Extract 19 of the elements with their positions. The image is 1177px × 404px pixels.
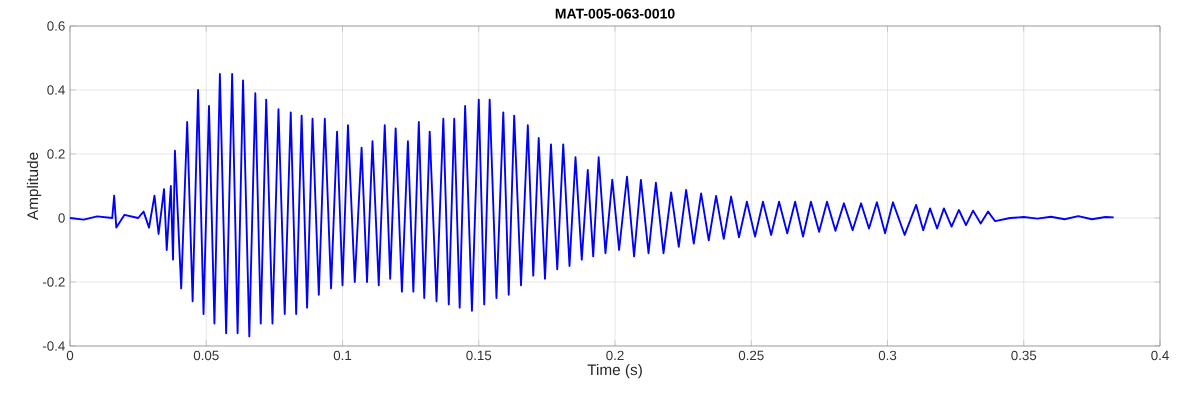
y-tick-label: 0 (58, 213, 65, 223)
y-tick-label: -0.4 (42, 341, 65, 351)
x-tick-label: 0 (66, 350, 74, 361)
x-tick-label: 0.05 (193, 350, 219, 361)
y-tick-label: 0.6 (47, 21, 65, 31)
y-axis-title: Amplitude (26, 152, 42, 221)
x-tick-label: 0.25 (738, 350, 764, 361)
x-axis-title: Time (s) (587, 363, 642, 379)
y-tick-label: -0.2 (42, 277, 65, 287)
y-tick-label: 0.4 (47, 85, 65, 95)
chart-title: MAT-005-063-0010 (555, 8, 675, 19)
x-tick-label: 0.15 (466, 350, 492, 361)
x-tick-label: 0.2 (606, 350, 624, 361)
x-tick-label: 0.3 (878, 350, 897, 361)
x-tick-label: 0.4 (1151, 350, 1169, 361)
y-tick-label: 0.2 (47, 149, 65, 159)
x-tick-label: 0.35 (1011, 350, 1037, 361)
x-tick-label: 0.1 (333, 350, 352, 361)
line-series (70, 73, 1115, 338)
